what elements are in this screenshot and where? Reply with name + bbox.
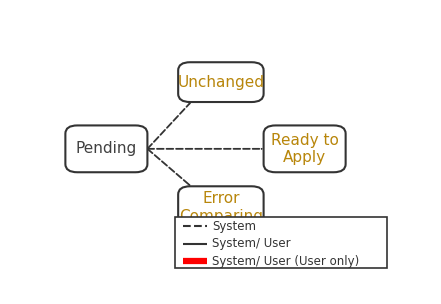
- FancyBboxPatch shape: [65, 126, 147, 172]
- Text: Ready to
Apply: Ready to Apply: [271, 133, 339, 165]
- FancyBboxPatch shape: [264, 126, 346, 172]
- FancyBboxPatch shape: [175, 217, 387, 268]
- Text: System/ User: System/ User: [213, 237, 291, 250]
- FancyArrowPatch shape: [147, 103, 190, 149]
- FancyArrowPatch shape: [147, 149, 190, 185]
- Text: Unchanged: Unchanged: [177, 74, 265, 90]
- FancyBboxPatch shape: [178, 186, 264, 228]
- Text: System/ User (User only): System/ User (User only): [213, 255, 359, 268]
- FancyBboxPatch shape: [178, 62, 264, 102]
- Text: System: System: [213, 219, 256, 233]
- Text: Error
Comparing: Error Comparing: [179, 191, 263, 223]
- Text: Pending: Pending: [76, 141, 137, 156]
